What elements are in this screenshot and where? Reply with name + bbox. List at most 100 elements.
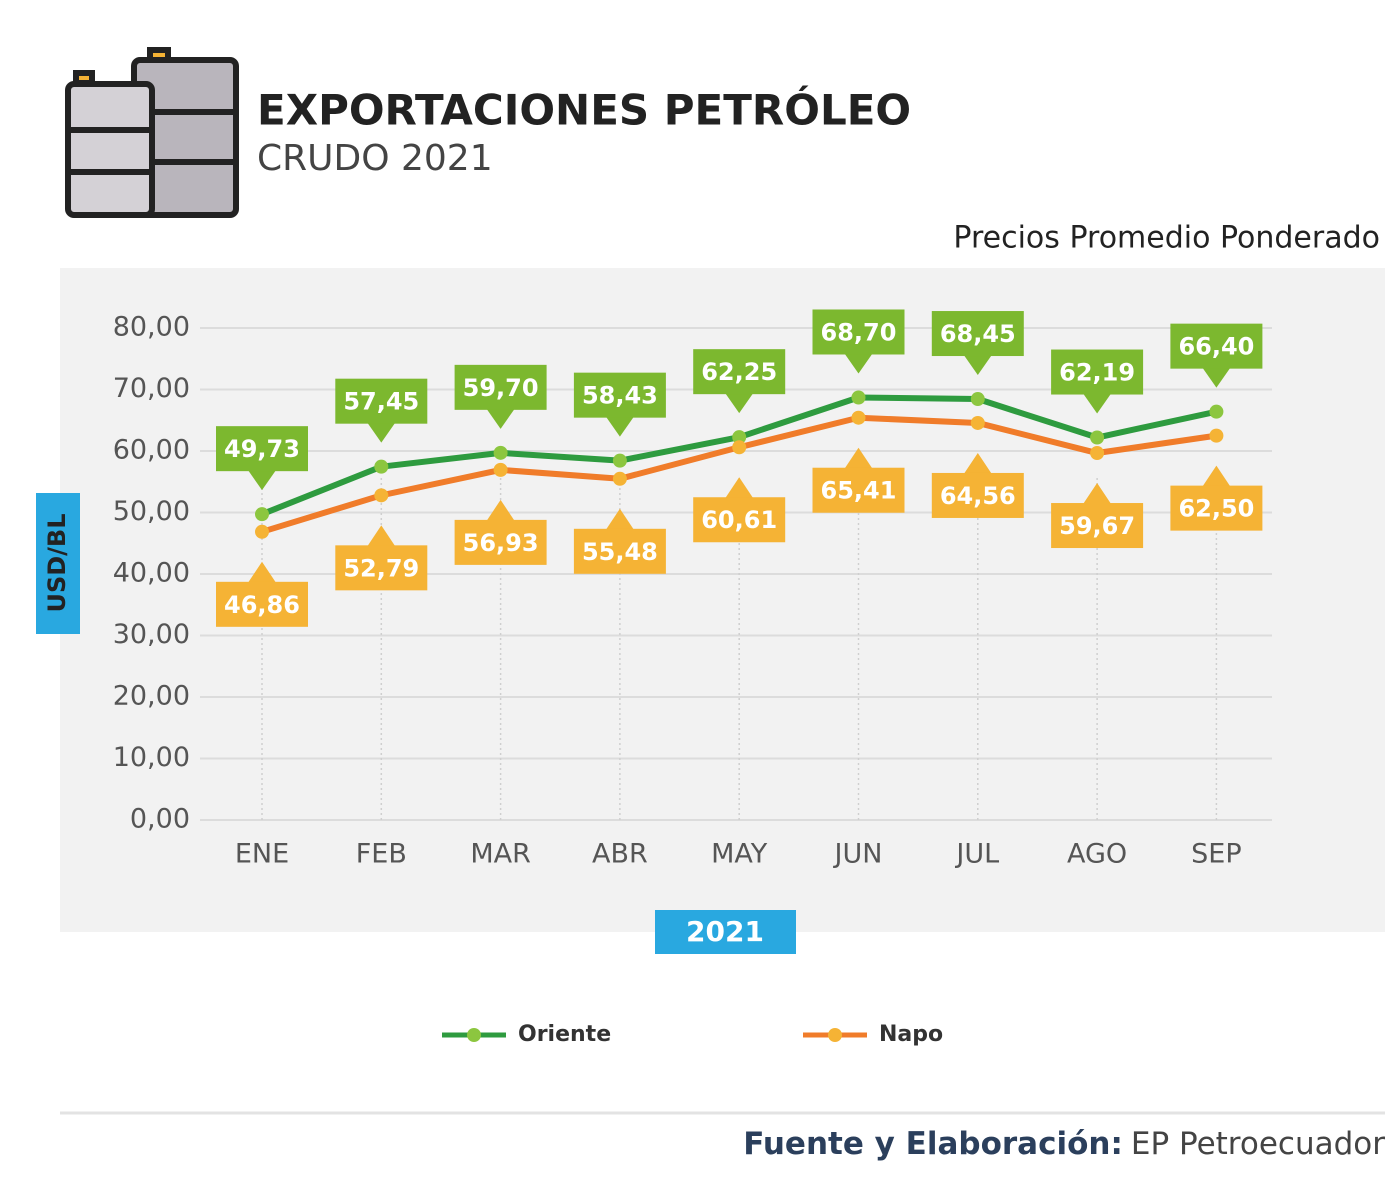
label-box — [812, 467, 905, 513]
label-box — [454, 519, 547, 565]
label-pointer — [963, 452, 992, 474]
label-box — [573, 372, 666, 418]
value-label: 62,25 — [701, 358, 777, 386]
label-pointer — [725, 477, 754, 499]
x-tick-label: ABR — [592, 839, 648, 870]
label-pointer — [367, 422, 396, 443]
marker — [970, 415, 985, 430]
value-label: 46,86 — [224, 591, 300, 619]
label-pointer — [486, 408, 515, 429]
y-axis-label: USD/BL — [43, 513, 71, 612]
value-label: 52,79 — [343, 554, 419, 582]
x-tick-label: MAR — [470, 839, 531, 870]
x-tick-label: JUL — [954, 839, 999, 870]
label-box — [693, 497, 786, 543]
label-box — [931, 472, 1024, 518]
value-label: 65,41 — [821, 477, 897, 505]
marker — [1209, 404, 1224, 419]
value-label: 66,40 — [1178, 333, 1254, 361]
marker — [1209, 428, 1224, 443]
legend-label: Oriente — [518, 1022, 611, 1047]
marker — [851, 390, 866, 405]
plot: 0,00 10,00 20,00 30,00 40,00 50,00 60,00 70,00 8… — [113, 309, 1272, 870]
label-pointer — [605, 416, 634, 437]
x-axis-label: 2021 — [686, 915, 764, 948]
y-tick-label: 10,00 — [113, 742, 190, 773]
marker — [612, 471, 627, 486]
y-tick-label: 80,00 — [113, 312, 190, 343]
x-tick-label: FEB — [356, 839, 407, 870]
label-box — [335, 378, 428, 424]
label-pointer — [605, 508, 634, 530]
label-pointer — [844, 447, 873, 469]
x-tick-label: ENE — [235, 839, 289, 870]
label-pointer — [1083, 483, 1112, 505]
x-tick-label: AGO — [1067, 839, 1127, 870]
label-box — [812, 309, 905, 355]
chart-subtitle: CRUDO 2021 — [257, 138, 493, 179]
label-box — [693, 349, 786, 395]
marker — [1090, 446, 1105, 461]
label-pointer — [486, 499, 515, 521]
value-label: 68,70 — [821, 318, 897, 346]
value-label: 55,48 — [582, 538, 658, 566]
value-label: 56,93 — [463, 529, 539, 557]
x-tick-label: MAY — [711, 839, 768, 870]
marker — [255, 524, 269, 539]
label-pointer — [844, 353, 873, 374]
y-tick-label: 30,00 — [113, 619, 190, 650]
y-tick-label: 70,00 — [113, 373, 190, 404]
label-pointer — [1083, 393, 1112, 414]
barrel-icon — [65, 47, 239, 218]
value-label: 68,45 — [940, 320, 1016, 348]
label-box — [216, 581, 308, 627]
marker — [732, 440, 747, 455]
label-box — [216, 426, 308, 472]
marker — [732, 430, 747, 445]
y-axis-label-box — [36, 493, 80, 634]
value-label: 59,70 — [463, 374, 539, 402]
label-pointer — [248, 470, 276, 491]
value-label: 58,43 — [582, 382, 658, 410]
y-tick-label: 60,00 — [113, 435, 190, 466]
x-axis-label-box — [655, 910, 796, 954]
y-tick-label: 0,00 — [130, 804, 190, 835]
label-pointer — [248, 561, 276, 583]
label-box — [1170, 485, 1263, 531]
marker — [851, 410, 866, 425]
source-label: Fuente y Elaboración: — [743, 1126, 1123, 1162]
label-box — [335, 545, 428, 591]
marker — [970, 392, 985, 407]
label-box — [1051, 503, 1144, 549]
marker — [1090, 430, 1105, 445]
y-tick-label: 40,00 — [113, 558, 190, 589]
source: Fuente y Elaboración: EP Petroecuador — [743, 1126, 1385, 1162]
label-box — [1051, 349, 1144, 395]
chart-title: EXPORTACIONES PETRÓLEO — [257, 85, 911, 135]
label-pointer — [725, 393, 754, 414]
label-pointer — [1202, 367, 1231, 388]
y-tick-label: 50,00 — [113, 496, 190, 527]
label-box — [573, 528, 666, 574]
source-name: EP Petroecuador — [1131, 1126, 1385, 1162]
marker — [493, 445, 508, 460]
value-label: 64,56 — [940, 482, 1016, 510]
value-label: 59,67 — [1059, 512, 1135, 540]
label-pointer — [1202, 465, 1231, 487]
x-tick-label: JUN — [833, 839, 883, 870]
label-box — [454, 364, 547, 410]
marker — [255, 507, 269, 522]
label-pointer — [367, 525, 396, 547]
label-box — [1170, 323, 1263, 369]
marker — [493, 462, 508, 477]
label-box — [931, 311, 1024, 357]
value-label: 57,45 — [343, 388, 419, 416]
chart-caption: Precios Promedio Ponderado — [953, 221, 1380, 256]
value-label: 62,50 — [1178, 495, 1254, 523]
legend-marker — [467, 1028, 481, 1042]
marker — [612, 453, 627, 468]
value-label: 49,73 — [224, 435, 300, 463]
value-label: 60,61 — [701, 506, 777, 534]
label-pointer — [963, 355, 992, 376]
